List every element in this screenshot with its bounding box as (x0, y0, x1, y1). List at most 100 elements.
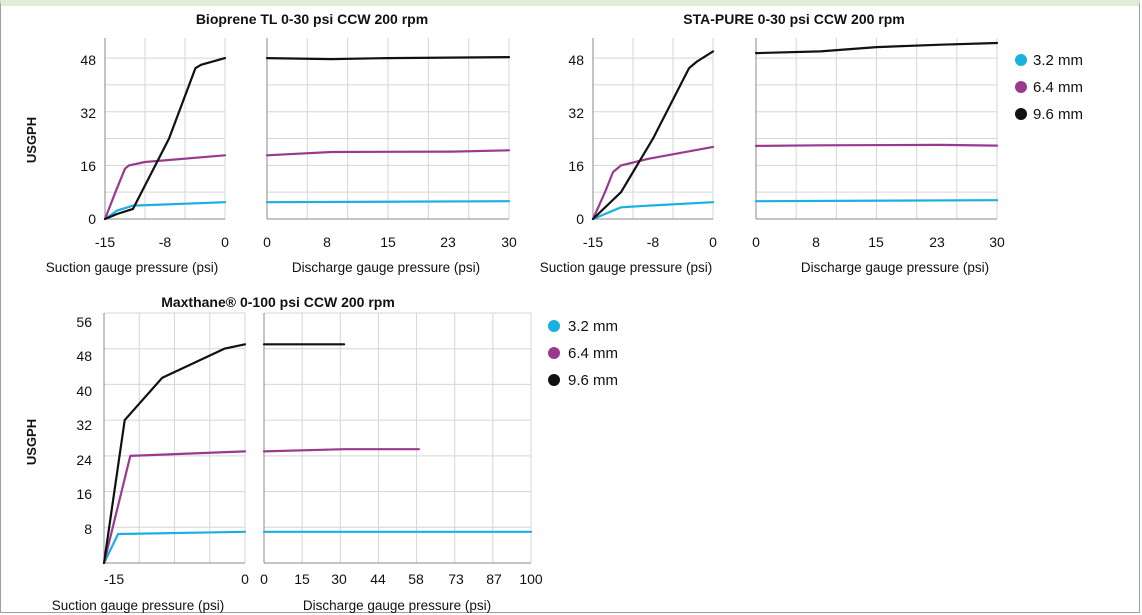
chart-sta-pure: STA-PURE 0-30 psi CCW 200 rpm 0 16 32 48… (540, 11, 1005, 275)
legend-swatch-9-6 (1015, 108, 1027, 120)
x-tick-label: 0 (752, 234, 760, 250)
series-line-6-4---mm (754, 143, 999, 147)
x-axis-label-suction: Suction gauge pressure (psi) (46, 260, 219, 275)
y-tick-labels: 0 16 32 48 (568, 52, 584, 227)
discharge-x-ticks: 0 8 15 23 30 (263, 234, 517, 250)
legend-swatch-3-2 (1015, 54, 1027, 66)
x-tick-label: 73 (448, 571, 464, 587)
x-tick-label: 44 (370, 571, 386, 587)
x-tick-label: -15 (104, 571, 124, 587)
x-tick-label: 23 (440, 234, 456, 250)
x-tick-label: -8 (647, 234, 660, 250)
legend-label: 3.2 mm (568, 318, 618, 335)
suction-series (103, 56, 227, 221)
discharge-grid (263, 312, 532, 564)
x-tick-label: 30 (331, 571, 347, 587)
y-tick-label: 16 (80, 158, 96, 174)
legend-swatch-6-4 (548, 347, 560, 359)
legend-swatch-9-6 (548, 374, 560, 386)
discharge-series (262, 343, 533, 533)
series-line-3-2---mm (754, 199, 999, 203)
series-line-6-4---mm (265, 149, 511, 157)
y-tick-label: 56 (76, 314, 92, 330)
legend-swatch-6-4 (1015, 81, 1027, 93)
x-tick-label: 0 (260, 571, 268, 587)
y-tick-labels: 0 16 32 48 (80, 52, 96, 227)
suction-grid (103, 312, 246, 564)
x-tick-label: 15 (868, 234, 884, 250)
y-tick-label: 48 (76, 348, 92, 364)
x-tick-label: 0 (241, 571, 249, 587)
y-tick-label: 16 (568, 158, 584, 174)
y-tick-label: 40 (76, 383, 92, 399)
series-line-9-6---mm (754, 41, 999, 55)
x-axis-label-discharge: Discharge gauge pressure (psi) (292, 260, 480, 275)
legend-label: 6.4 mm (1033, 79, 1083, 96)
series-line-3-2---mm (103, 201, 227, 221)
series-line-6-4---mm (262, 448, 420, 453)
y-tick-label: 0 (88, 211, 96, 227)
y-tick-label: 32 (568, 105, 584, 121)
suction-series (102, 343, 247, 565)
series-line-3-2---mm (102, 530, 247, 565)
y-axis-label: USGPH (24, 117, 39, 163)
y-tick-label: 48 (80, 52, 96, 68)
suction-series (591, 50, 715, 221)
series-line-9-6---mm (265, 55, 511, 61)
y-tick-labels: 8 16 24 32 40 48 56 (76, 314, 92, 537)
chart-title: STA-PURE 0-30 psi CCW 200 rpm (683, 11, 904, 27)
series-line-9-6---mm (102, 343, 247, 565)
x-tick-label: 0 (709, 234, 717, 250)
chart-title: Bioprene TL 0-30 psi CCW 200 rpm (196, 11, 428, 27)
x-tick-label: -15 (95, 234, 115, 250)
y-tick-label: 16 (76, 486, 92, 502)
y-tick-label: 48 (568, 52, 584, 68)
legend-label: 6.4 mm (568, 345, 618, 362)
discharge-x-ticks: 0 8 15 23 30 (752, 234, 1005, 250)
legend-label: 9.6 mm (568, 372, 618, 389)
suction-x-ticks: -15 -8 0 (583, 234, 717, 250)
series-line-6-4---mm (591, 145, 715, 221)
x-tick-label: 30 (989, 234, 1005, 250)
discharge-series (754, 41, 999, 203)
x-tick-label: 0 (221, 234, 229, 250)
suction-x-ticks: -15 -8 0 (95, 234, 229, 250)
chart-bioprene: Bioprene TL 0-30 psi CCW 200 rpm USGPH 0… (24, 11, 517, 275)
x-tick-label: 30 (501, 234, 517, 250)
x-axis-label-suction: Suction gauge pressure (psi) (52, 598, 225, 613)
x-tick-label: 15 (380, 234, 396, 250)
suction-grid (104, 38, 226, 220)
x-tick-label: 15 (294, 571, 310, 587)
legend-bottom: 3.2 mm 6.4 mm 9.6 mm (548, 318, 618, 389)
series-line-3-2---mm (591, 201, 715, 221)
series-line-6-4---mm (102, 450, 247, 565)
y-tick-label: 0 (576, 211, 584, 227)
discharge-grid (755, 38, 998, 220)
x-axis-label-discharge: Discharge gauge pressure (psi) (303, 598, 491, 613)
suction-grid (592, 38, 714, 220)
x-tick-label: 8 (812, 234, 820, 250)
x-tick-label: 0 (263, 234, 271, 250)
y-axis-label: USGPH (24, 419, 39, 465)
series-line-9-6---mm (591, 50, 715, 221)
y-tick-label: 8 (84, 521, 92, 537)
chart-title: Maxthane® 0-100 psi CCW 200 rpm (161, 294, 395, 310)
x-tick-label: 8 (323, 234, 331, 250)
discharge-series (265, 55, 511, 204)
y-tick-label: 24 (76, 452, 92, 468)
x-tick-label: -8 (159, 234, 172, 250)
legend-swatch-3-2 (548, 320, 560, 332)
legend-label: 9.6 mm (1033, 106, 1083, 123)
x-tick-label: -15 (583, 234, 603, 250)
legend-label: 3.2 mm (1033, 52, 1083, 69)
y-tick-label: 32 (76, 417, 92, 433)
x-tick-label: 58 (408, 571, 424, 587)
series-line-3-2---mm (265, 200, 511, 204)
chart-maxthane: Maxthane® 0-100 psi CCW 200 rpm USGPH 8 … (24, 294, 543, 613)
x-tick-label: 23 (929, 234, 945, 250)
discharge-grid (266, 38, 510, 220)
suction-x-ticks: -15 0 (104, 571, 249, 587)
x-tick-label: 87 (486, 571, 502, 587)
